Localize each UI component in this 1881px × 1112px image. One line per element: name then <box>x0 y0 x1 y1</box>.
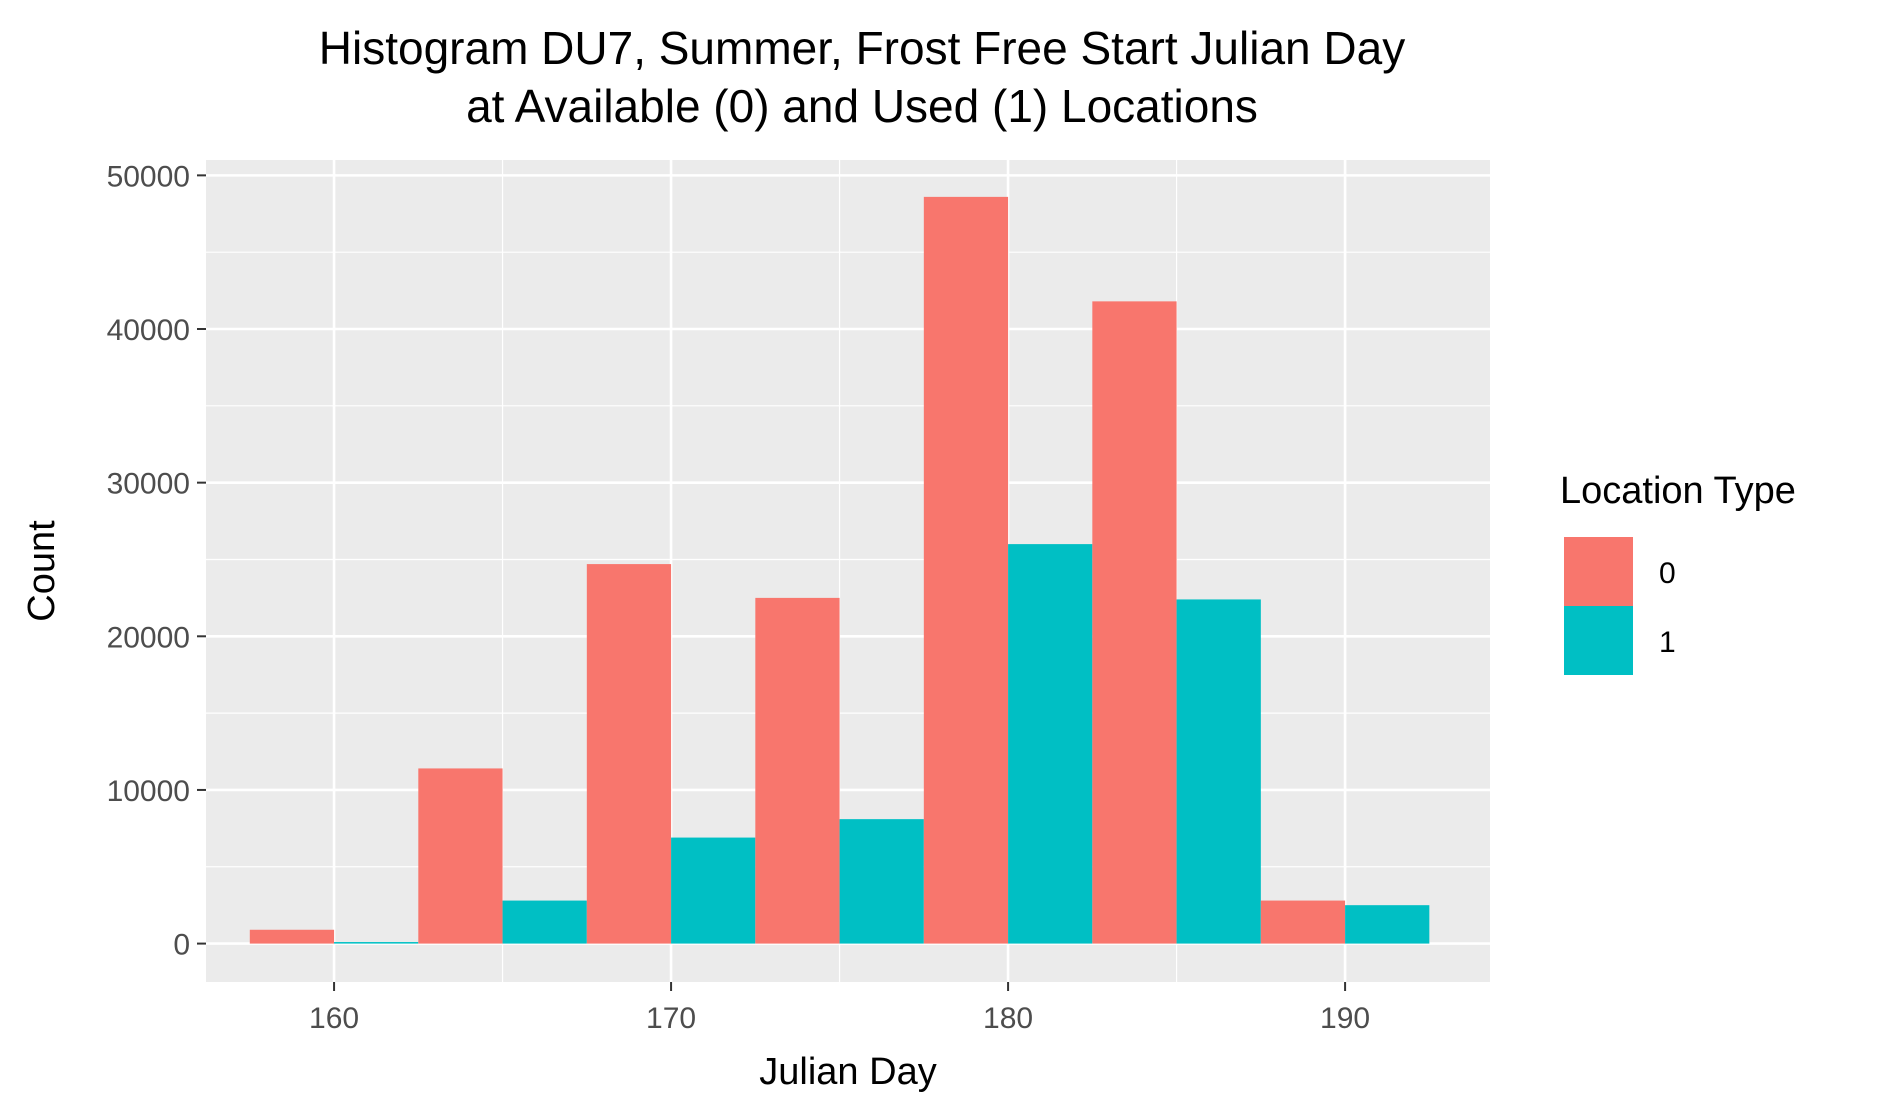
chart-title-line-2: at Available (0) and Used (1) Locations <box>466 80 1258 132</box>
bar-series-1-bin-6 <box>1345 905 1430 944</box>
bar-series-1-bin-5 <box>1176 599 1261 944</box>
y-tick-label: 0 <box>173 929 190 962</box>
x-tick-label: 180 <box>983 1002 1033 1035</box>
bar-series-1-bin-3 <box>839 819 924 944</box>
chart-title-line-1: Histogram DU7, Summer, Frost Free Start … <box>319 22 1405 74</box>
bar-series-0-bin-6 <box>1260 900 1346 944</box>
bar-series-0-bin-2 <box>586 564 672 944</box>
y-tick-label: 10000 <box>107 775 190 808</box>
x-axis-title: Julian Day <box>759 1051 936 1093</box>
legend-title: Location Type <box>1560 470 1796 512</box>
bar-series-0-bin-5 <box>1092 301 1177 944</box>
bar-series-0-bin-0 <box>249 929 335 944</box>
axes: 160 170 180 190 0 10000 20000 30000 40000 50000 <box>107 160 1371 1035</box>
legend: Location Type 0 1 <box>1560 470 1796 675</box>
bars <box>249 196 1430 944</box>
y-tick-label: 40000 <box>107 314 190 347</box>
x-tick-label: 190 <box>1320 1002 1370 1035</box>
bar-series-1-bin-4 <box>1008 544 1093 944</box>
legend-swatch-0 <box>1564 537 1633 606</box>
y-axis-title: Count <box>21 520 63 622</box>
bar-series-1-bin-0 <box>334 942 419 944</box>
x-tick-label: 160 <box>309 1002 359 1035</box>
legend-label-1: 1 <box>1659 626 1676 659</box>
y-tick-label: 30000 <box>107 468 190 501</box>
bar-series-0-bin-1 <box>418 768 503 944</box>
bar-series-1-bin-2 <box>671 837 756 944</box>
bar-series-0-bin-3 <box>755 597 840 944</box>
bar-series-0-bin-4 <box>923 196 1009 944</box>
legend-label-0: 0 <box>1659 557 1676 590</box>
legend-swatch-1 <box>1564 606 1633 675</box>
x-tick-label: 170 <box>646 1002 696 1035</box>
y-tick-label: 50000 <box>107 160 190 193</box>
y-tick-label: 20000 <box>107 621 190 654</box>
bar-series-1-bin-1 <box>502 900 587 944</box>
